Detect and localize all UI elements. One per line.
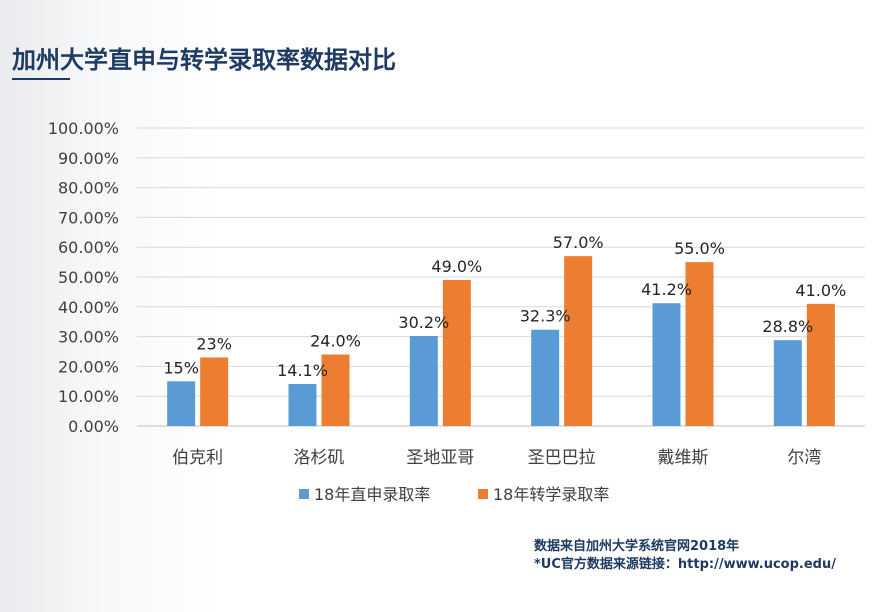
data-label: 24.0% (310, 331, 361, 350)
bar-transfer (200, 357, 229, 426)
data-label: 30.2% (398, 313, 449, 332)
x-category-label: 洛杉矶 (294, 448, 345, 468)
data-label: 41.2% (641, 280, 692, 299)
x-category-label: 戴维斯 (658, 448, 709, 468)
y-tick-label: 40.00% (58, 298, 119, 317)
data-label: 49.0% (431, 257, 482, 276)
data-label: 14.1% (277, 361, 328, 380)
y-tick-label: 0.00% (68, 417, 119, 436)
y-tick-label: 50.00% (58, 268, 119, 287)
gridlines (137, 127, 865, 427)
data-label: 15% (163, 358, 199, 377)
x-category-label: 伯克利 (172, 448, 223, 468)
page-title: 加州大学直申与转学录取率数据对比 (12, 46, 396, 74)
y-tick-label: 90.00% (58, 149, 119, 168)
bar-transfer (806, 303, 835, 426)
bar-transfer (321, 354, 350, 426)
bar-direct (652, 303, 681, 426)
bars (167, 256, 835, 426)
y-tick-label: 10.00% (58, 387, 119, 406)
legend-label: 18年直申录取率 (314, 485, 430, 504)
y-tick-label: 20.00% (58, 357, 119, 376)
legend-swatch (478, 489, 488, 499)
legend-swatch (299, 489, 309, 499)
bar-transfer (442, 279, 471, 426)
data-label: 28.8% (762, 317, 813, 336)
source-link[interactable]: *UC官方数据来源链接：http://www.ucop.edu/ (534, 557, 836, 572)
source-note: 数据来自加州大学系统官网2018年 *UC官方数据来源链接：http://www… (534, 538, 836, 574)
bar-direct (409, 336, 438, 426)
data-labels: 15% 23% 14.1% 24.0% 30.2% 49.0% 32.3% 57.0% 41.2… (163, 233, 846, 380)
x-category-label: 圣巴巴拉 (528, 448, 596, 468)
bar-direct (773, 340, 802, 426)
bar-direct (288, 383, 317, 426)
y-axis-tick-labels: 0.00% 10.00% 20.00% 30.00% 40.00% 50.00% 60.00… (48, 119, 119, 436)
data-label: 32.3% (520, 307, 571, 326)
x-axis-category-labels: 伯克利 洛杉矶 圣地亚哥 圣巴巴拉 戴维斯 尔湾 (172, 448, 821, 468)
y-tick-label: 100.00% (48, 119, 119, 138)
legend-label: 18年转学录取率 (493, 485, 609, 504)
source-line: 数据来自加州大学系统官网2018年 (534, 539, 740, 554)
data-label: 23% (196, 334, 232, 353)
y-tick-label: 80.00% (58, 179, 119, 198)
x-category-label: 尔湾 (787, 448, 821, 468)
y-tick-label: 60.00% (58, 238, 119, 257)
data-label: 55.0% (674, 239, 725, 258)
data-label: 41.0% (795, 281, 846, 300)
bar-transfer (564, 256, 593, 426)
legend: 18年直申录取率 18年转学录取率 (299, 485, 609, 504)
y-tick-label: 30.00% (58, 328, 119, 347)
bar-direct (167, 381, 196, 426)
title-underline (12, 78, 70, 80)
y-tick-label: 70.00% (58, 208, 119, 227)
bar-transfer (685, 262, 714, 426)
bar-direct (531, 329, 560, 426)
data-label: 57.0% (553, 233, 604, 252)
x-category-label: 圣地亚哥 (406, 448, 474, 468)
